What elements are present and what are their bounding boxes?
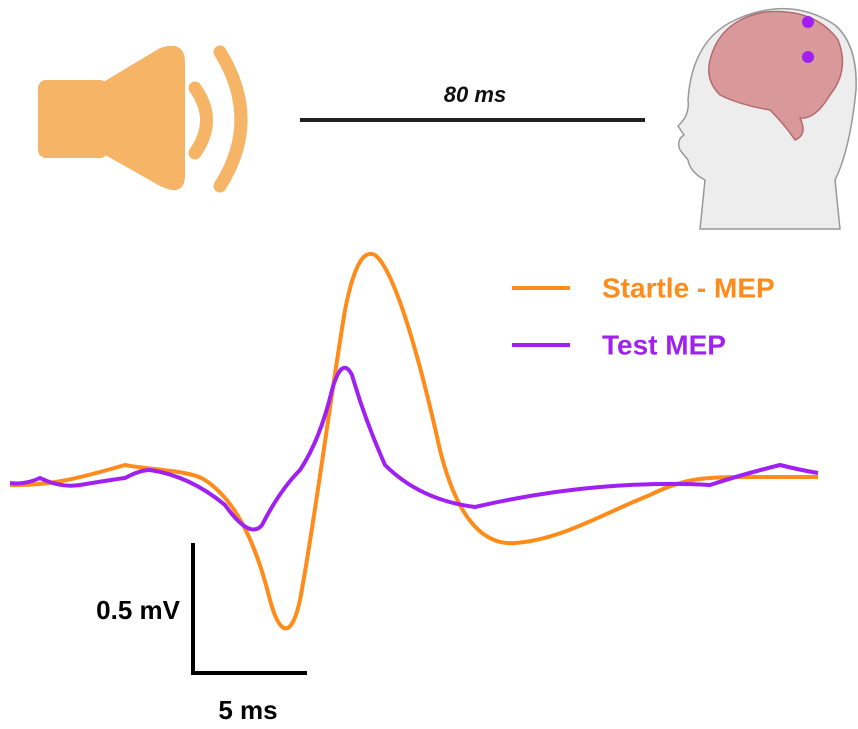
legend-label: Startle - MEP xyxy=(602,272,775,303)
vertical-scale-label: 0.5 mV xyxy=(96,595,180,625)
figure: 80 ms Startle - MEP Test MEP 0.5 mV 5 ms xyxy=(0,0,858,729)
startle-mep-trace xyxy=(10,254,818,629)
head-icon xyxy=(678,9,856,229)
interval-label: 80 ms xyxy=(444,82,506,107)
speaker-icon xyxy=(38,46,241,190)
test-mep-trace xyxy=(10,368,818,530)
legend-label: Test MEP xyxy=(602,329,726,360)
scale-bar xyxy=(193,543,307,673)
horizontal-scale-label: 5 ms xyxy=(218,695,277,725)
